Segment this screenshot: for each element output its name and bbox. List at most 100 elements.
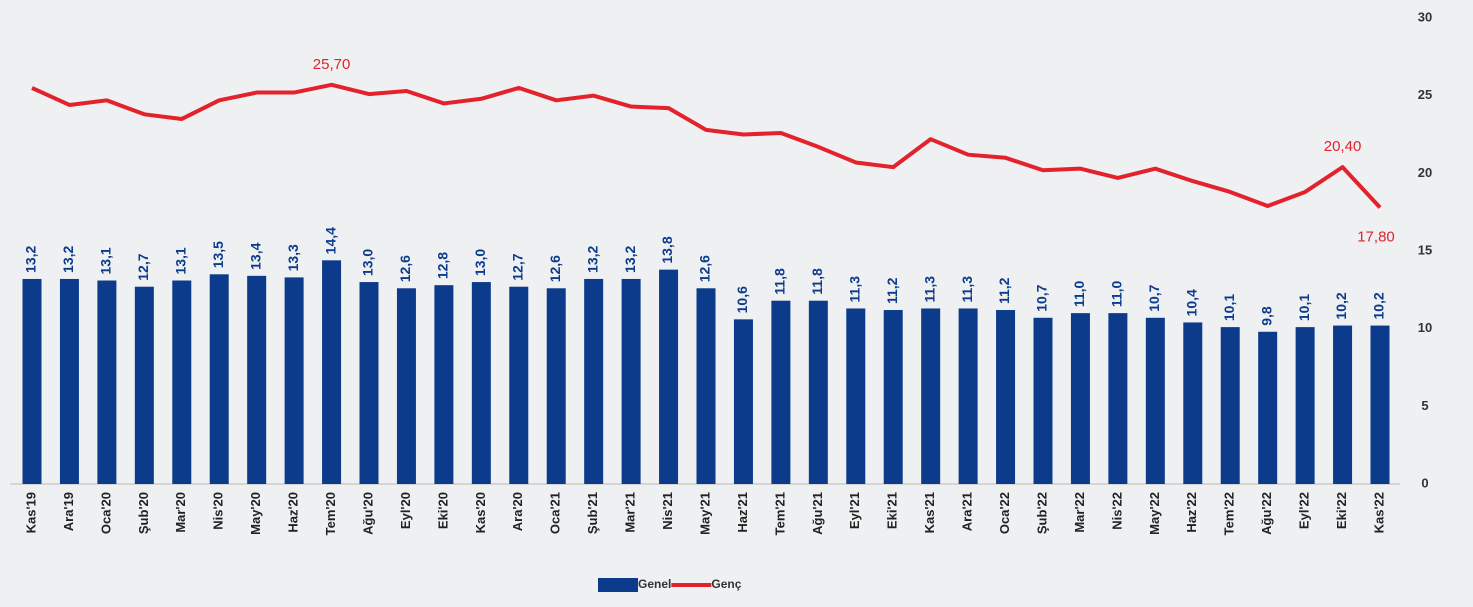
x-tick-label: Mar'22 <box>1072 492 1087 533</box>
line-label: 17,80 <box>1357 228 1395 245</box>
bar-label: 10,2 <box>1333 292 1349 319</box>
bar-label: 12,6 <box>697 255 713 282</box>
bar-label: 13,3 <box>285 244 301 271</box>
bar-label: 14,4 <box>322 227 338 254</box>
x-tick-label: Haz'22 <box>1184 492 1199 533</box>
line-label: 25,70 <box>313 56 351 73</box>
bar <box>1070 313 1090 484</box>
bar <box>172 280 192 484</box>
bar-label: 13,2 <box>23 245 39 272</box>
x-tick-label: Kas'21 <box>922 492 937 533</box>
y-tick-label: 15 <box>1418 242 1432 257</box>
x-tick-label: Eki'21 <box>885 492 900 529</box>
bar <box>359 282 379 484</box>
bar-label: 10,4 <box>1183 289 1199 316</box>
x-tick-label: Ağu'21 <box>810 492 825 535</box>
bar <box>1370 325 1390 484</box>
bar <box>434 285 454 484</box>
x-tick-label: Ara'19 <box>61 492 76 531</box>
bar <box>883 310 903 484</box>
x-tick-label: May'22 <box>1147 492 1162 535</box>
x-tick-label: Oca'22 <box>997 492 1012 534</box>
x-tick-label: Tem'21 <box>772 492 787 535</box>
x-tick-label: Mar'20 <box>173 492 188 533</box>
bar <box>1145 317 1165 484</box>
bar-label: 11,3 <box>846 276 862 303</box>
bar-label: 11,8 <box>809 268 825 295</box>
bar-label: 11,0 <box>1071 280 1087 307</box>
y-tick-label: 10 <box>1418 320 1432 335</box>
x-tick-label: Haz'20 <box>286 492 301 533</box>
bar <box>696 288 716 484</box>
x-tick-label: Oca'21 <box>548 492 563 534</box>
bar-label: 12,7 <box>135 253 151 280</box>
x-tick-label: Ağu'22 <box>1259 492 1274 535</box>
line <box>31 82 1382 209</box>
bar <box>471 282 491 484</box>
bar <box>546 288 566 484</box>
bar <box>247 275 267 484</box>
bar-label: 12,6 <box>397 255 413 282</box>
bar <box>59 278 79 484</box>
x-tick-label: Eki'20 <box>435 492 450 529</box>
x-tick-label: Eyl'20 <box>398 492 413 529</box>
bar <box>1033 317 1053 484</box>
x-tick-label: Kas'22 <box>1371 492 1386 533</box>
bar-label: 12,8 <box>435 252 451 279</box>
bar-label: 9,8 <box>1258 306 1274 326</box>
bar-label: 11,3 <box>921 276 937 303</box>
bar-label: 13,0 <box>360 249 376 276</box>
x-tick-label: Eyl'22 <box>1297 492 1312 529</box>
x-tick-label: Nis'22 <box>1109 492 1124 530</box>
legend-swatch <box>598 578 638 592</box>
x-tick-label: May'20 <box>248 492 263 535</box>
line-label: 20,40 <box>1324 138 1362 155</box>
bar <box>996 310 1016 484</box>
bar <box>733 319 753 484</box>
x-tick-label: Eyl'21 <box>847 492 862 529</box>
bar <box>509 286 529 484</box>
x-tick-label: Şub'20 <box>136 492 151 534</box>
bar-label: 10,7 <box>1034 284 1050 311</box>
bar-label: 10,7 <box>1146 284 1162 311</box>
bar-label: 13,0 <box>472 249 488 276</box>
bar-label: 10,2 <box>1371 292 1387 319</box>
bar <box>322 260 342 484</box>
bar-label: 11,2 <box>884 277 900 304</box>
bar <box>846 308 866 484</box>
bar <box>771 300 791 484</box>
x-tick-label: May'21 <box>697 492 712 535</box>
bar-label: 13,8 <box>659 236 675 263</box>
bar-label: 13,4 <box>247 242 263 269</box>
bar-label: 11,2 <box>996 277 1012 304</box>
bar <box>1333 325 1353 484</box>
bar <box>1108 313 1128 484</box>
x-tick-label: Mar'21 <box>623 492 638 533</box>
bar <box>584 278 604 484</box>
bar <box>808 300 828 484</box>
y-tick-label: 20 <box>1418 165 1432 180</box>
legend-label: Genç <box>711 577 741 591</box>
bar <box>97 280 117 484</box>
bar <box>1183 322 1203 484</box>
bar <box>1295 327 1315 484</box>
bar-label: 13,2 <box>584 245 600 272</box>
x-tick-label: Kas'19 <box>23 492 38 533</box>
x-tick-label: Tem'22 <box>1222 492 1237 535</box>
bar <box>284 277 304 484</box>
bar-label: 12,6 <box>547 255 563 282</box>
bar-label: 13,2 <box>60 245 76 272</box>
bar-label: 10,1 <box>1221 294 1237 321</box>
y-tick-label: 0 <box>1421 475 1428 490</box>
x-tick-label: Ara'21 <box>960 492 975 531</box>
x-tick-label: Ağu'20 <box>360 492 375 535</box>
bar <box>396 288 416 484</box>
bar-label: 13,2 <box>622 245 638 272</box>
bar <box>1258 331 1278 484</box>
bar <box>659 269 679 484</box>
bar-label: 13,1 <box>172 247 188 274</box>
x-tick-label: Şub'22 <box>1034 492 1049 534</box>
bar-label: 11,8 <box>772 268 788 295</box>
x-tick-label: Haz'21 <box>735 492 750 533</box>
